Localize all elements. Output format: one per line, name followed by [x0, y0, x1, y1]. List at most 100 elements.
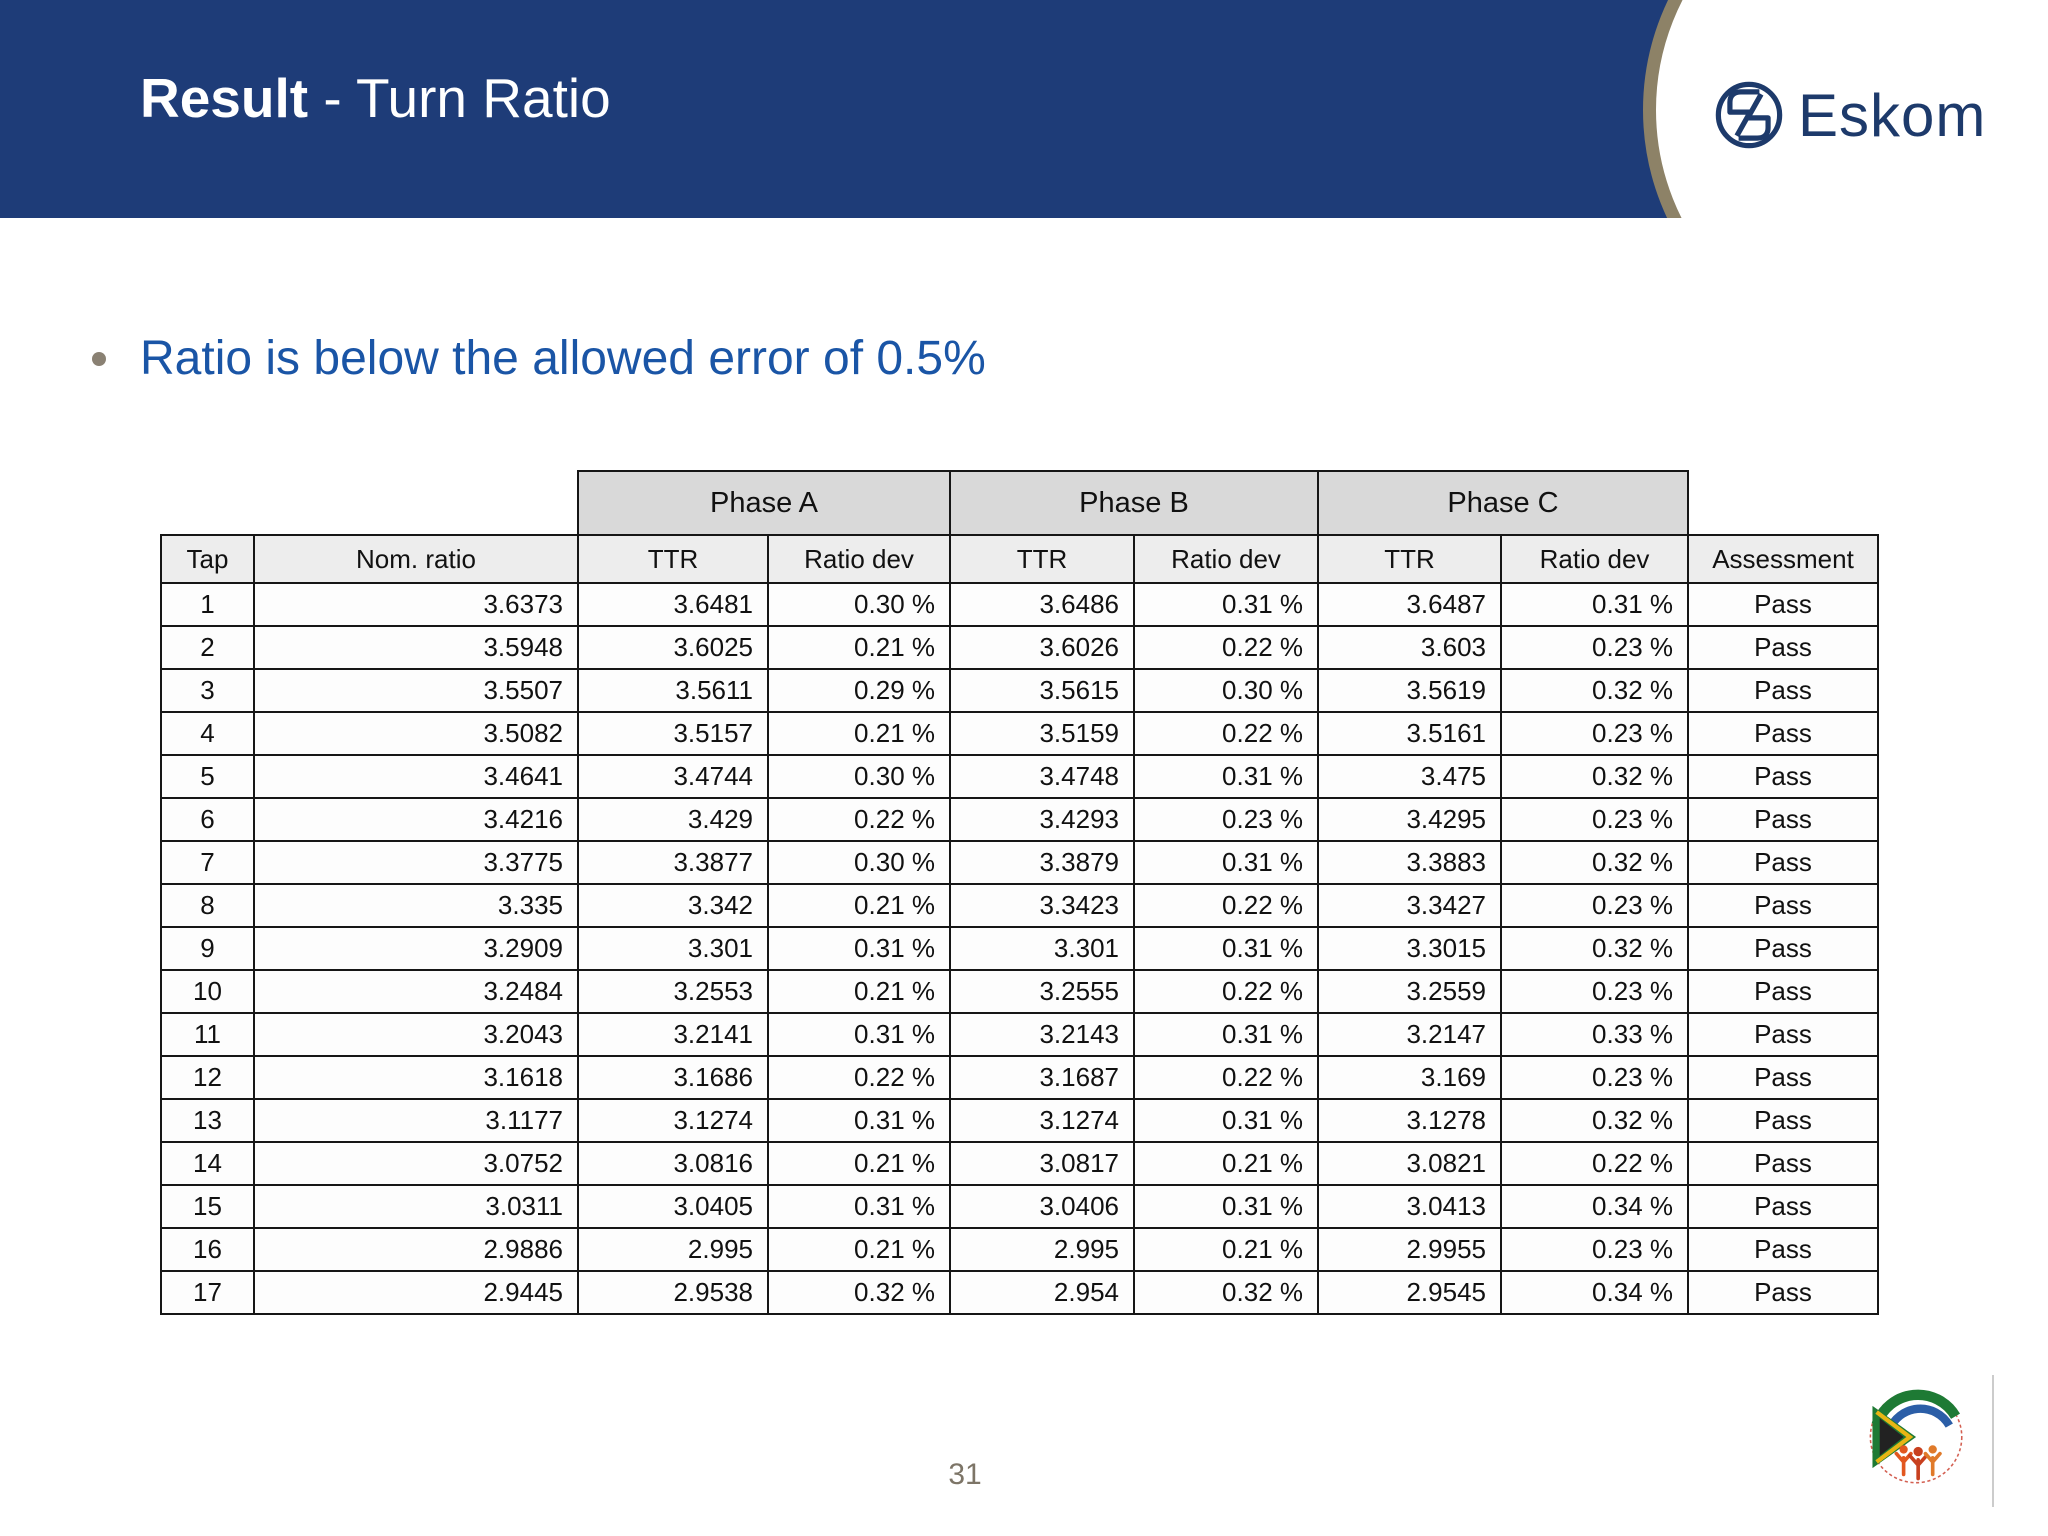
table-row: 2 3.5948 3.6025 0.21 % 3.6026 0.22 % 3.603 0.23…: [160, 625, 1879, 670]
table-cell: 2.9445: [253, 1270, 579, 1315]
table-cell: 0.31 %: [1500, 582, 1689, 627]
table-cell: 15: [160, 1184, 255, 1229]
table-cell: Pass: [1687, 1141, 1879, 1186]
column-header: Ratio dev: [1500, 534, 1689, 584]
table-cell: 0.22 %: [1133, 1055, 1319, 1100]
table-cell: 0.22 %: [767, 1055, 951, 1100]
table-row: 15 3.0311 3.0405 0.31 % 3.0406 0.31 % 3.0413 0.…: [160, 1184, 1879, 1229]
table-cell: 3.301: [577, 926, 769, 971]
table-cell: 1: [160, 582, 255, 627]
table-cell: 3.2909: [253, 926, 579, 971]
table-cell: Pass: [1687, 1270, 1879, 1315]
table-cell: 3.5159: [949, 711, 1135, 756]
table-cell: 0.32 %: [1133, 1270, 1319, 1315]
table-cell: 16: [160, 1227, 255, 1272]
table-cell: 3.5161: [1317, 711, 1502, 756]
table-cell: 0.32 %: [1500, 840, 1689, 885]
table-cell: 0.22 %: [1133, 625, 1319, 670]
table-cell: 3.6487: [1317, 582, 1502, 627]
table-cell: 0.33 %: [1500, 1012, 1689, 1057]
table-cell: 0.22 %: [1133, 969, 1319, 1014]
table-cell: 3.5611: [577, 668, 769, 713]
phase-header-row: Phase A Phase B Phase C: [161, 470, 1878, 536]
table-cell: 0.32 %: [767, 1270, 951, 1315]
table-cell: 3.5619: [1317, 668, 1502, 713]
table-row: 10 3.2484 3.2553 0.21 % 3.2555 0.22 % 3.2559 0.…: [160, 969, 1879, 1014]
eskom-logo-icon: [1712, 78, 1786, 152]
table-cell: 3.603: [1317, 625, 1502, 670]
table-cell: 3.342: [577, 883, 769, 928]
table-cell: 3.0816: [577, 1141, 769, 1186]
column-header: Nom. ratio: [253, 534, 579, 584]
phase-header: Phase B: [949, 470, 1319, 536]
table-cell: 0.22 %: [1500, 1141, 1689, 1186]
table-cell: 3.2143: [949, 1012, 1135, 1057]
table-cell: 0.32 %: [1500, 754, 1689, 799]
table-row: 8 3.335 3.342 0.21 % 3.3423 0.22 % 3.3427 0.23 …: [160, 883, 1879, 928]
table-row: 1 3.6373 3.6481 0.30 % 3.6486 0.31 % 3.6487 0.3…: [160, 582, 1879, 627]
table-cell: 0.21 %: [767, 883, 951, 928]
table-cell: 3.0311: [253, 1184, 579, 1229]
table-cell: 0.23 %: [1500, 625, 1689, 670]
table-cell: 0.21 %: [1133, 1141, 1319, 1186]
bullet-icon: [92, 352, 106, 366]
table-cell: 6: [160, 797, 255, 842]
table-cell: 0.21 %: [767, 969, 951, 1014]
results-table: Phase A Phase B Phase C Tap Nom. ratio TTR Rat…: [160, 470, 1879, 1315]
table-cell: 3.4641: [253, 754, 579, 799]
eskom-logo: Eskom: [1712, 78, 1986, 152]
table-row: 13 3.1177 3.1274 0.31 % 3.1274 0.31 % 3.1278 0.…: [160, 1098, 1879, 1143]
table-cell: 0.32 %: [1500, 926, 1689, 971]
table-cell: 0.34 %: [1500, 1184, 1689, 1229]
table-cell: 3.6373: [253, 582, 579, 627]
table-row: 9 3.2909 3.301 0.31 % 3.301 0.31 % 3.3015 0.32 …: [160, 926, 1879, 971]
table-cell: 0.29 %: [767, 668, 951, 713]
title-banner: Result - Turn Ratio Eskom: [0, 0, 2048, 218]
table-cell: 3.169: [1317, 1055, 1502, 1100]
table-cell: 2.954: [949, 1270, 1135, 1315]
phase-header-spacer: [161, 471, 578, 535]
table-cell: 3.3877: [577, 840, 769, 885]
table-cell: 0.31 %: [1133, 754, 1319, 799]
table-cell: 3.475: [1317, 754, 1502, 799]
table-cell: 0.21 %: [1133, 1227, 1319, 1272]
table-cell: 0.34 %: [1500, 1270, 1689, 1315]
table-cell: Pass: [1687, 840, 1879, 885]
table-cell: Pass: [1687, 754, 1879, 799]
page-title: Result - Turn Ratio: [140, 66, 611, 130]
table-row: 4 3.5082 3.5157 0.21 % 3.5159 0.22 % 3.5161 0.2…: [160, 711, 1879, 756]
table-cell: 0.22 %: [1133, 883, 1319, 928]
table-cell: 3.0406: [949, 1184, 1135, 1229]
table-row: 14 3.0752 3.0816 0.21 % 3.0817 0.21 % 3.0821 0.…: [160, 1141, 1879, 1186]
table-cell: 0.22 %: [1133, 711, 1319, 756]
table-row: 5 3.4641 3.4744 0.30 % 3.4748 0.31 % 3.475 0.32…: [160, 754, 1879, 799]
table-cell: 3.1177: [253, 1098, 579, 1143]
page-number: 31: [948, 1458, 982, 1491]
table-cell: 3.2141: [577, 1012, 769, 1057]
table-cell: 3.6025: [577, 625, 769, 670]
table-cell: 12: [160, 1055, 255, 1100]
table-cell: 0.31 %: [1133, 926, 1319, 971]
table-cell: 3.3879: [949, 840, 1135, 885]
table-cell: 3.3883: [1317, 840, 1502, 885]
page-title-rest: - Turn Ratio: [308, 67, 611, 129]
table-row: 17 2.9445 2.9538 0.32 % 2.954 0.32 % 2.9545 0.3…: [160, 1270, 1879, 1315]
table-cell: 3.5082: [253, 711, 579, 756]
table-cell: 3.5507: [253, 668, 579, 713]
table-cell: Pass: [1687, 883, 1879, 928]
table-cell: 0.23 %: [1500, 711, 1689, 756]
column-header: TTR: [1317, 534, 1502, 584]
column-header: Ratio dev: [767, 534, 951, 584]
table-cell: 0.31 %: [1133, 582, 1319, 627]
table-cell: Pass: [1687, 582, 1879, 627]
table-cell: 3.0817: [949, 1141, 1135, 1186]
table-cell: 2.9545: [1317, 1270, 1502, 1315]
table-cell: 0.31 %: [1133, 840, 1319, 885]
table-cell: 3.6481: [577, 582, 769, 627]
table-cell: 10: [160, 969, 255, 1014]
phase-header: Phase C: [1317, 470, 1689, 536]
table-cell: 0.23 %: [1133, 797, 1319, 842]
table-cell: 0.30 %: [767, 582, 951, 627]
column-header: Assessment: [1687, 534, 1879, 584]
column-header: TTR: [577, 534, 769, 584]
